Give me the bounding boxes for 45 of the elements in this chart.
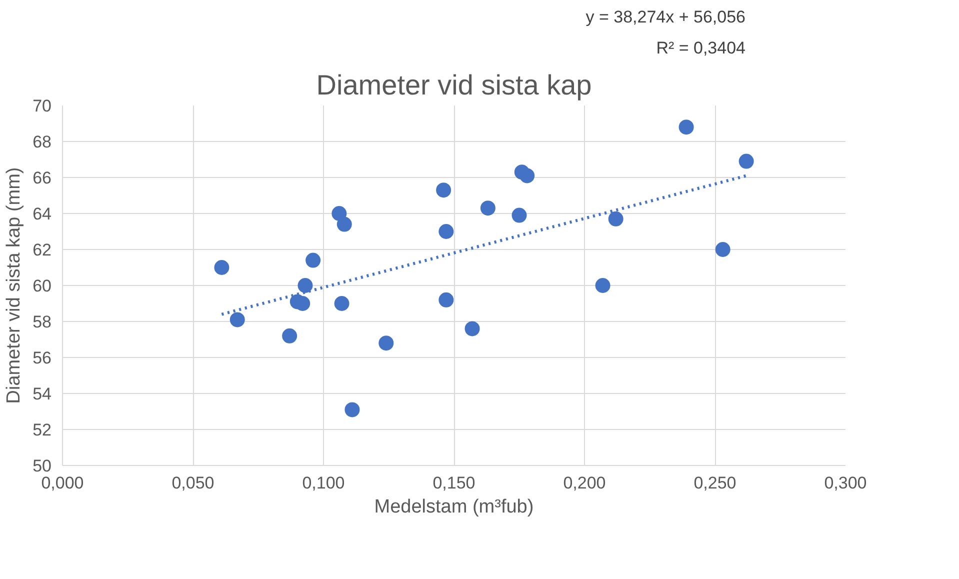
point bbox=[306, 252, 321, 268]
point bbox=[520, 168, 535, 184]
point bbox=[336, 216, 352, 232]
point bbox=[512, 208, 527, 223]
point bbox=[678, 120, 694, 135]
x-tick-label: 0,100 bbox=[302, 474, 345, 492]
point bbox=[438, 224, 454, 239]
y-tick-label: 58 bbox=[32, 312, 52, 332]
point bbox=[438, 292, 454, 308]
y-tick-label: 62 bbox=[32, 240, 52, 260]
point bbox=[715, 242, 730, 257]
y-tick-label: 54 bbox=[32, 384, 52, 404]
point bbox=[595, 278, 610, 293]
y-tick-label: 60 bbox=[32, 276, 52, 296]
x-tick-label: 0,000 bbox=[41, 474, 84, 492]
y-axis-title: Diameter vid sista kap (mm) bbox=[4, 167, 25, 404]
y-tick-label: 64 bbox=[32, 204, 52, 224]
text: y = 38,274x + 56,056 bbox=[586, 8, 746, 26]
point bbox=[738, 154, 754, 169]
point bbox=[378, 336, 394, 351]
y-tick-label: 50 bbox=[32, 456, 52, 476]
text: R² = 0,3404 bbox=[656, 38, 746, 58]
x-tick-label: 0,050 bbox=[172, 474, 214, 492]
x-tick-label: 0,200 bbox=[563, 474, 606, 492]
point bbox=[608, 211, 624, 226]
y-tick-label: 56 bbox=[32, 348, 52, 368]
chart-title: Diameter vid sista kap bbox=[316, 70, 592, 100]
x-tick-label: 0,150 bbox=[432, 474, 476, 492]
point bbox=[436, 182, 452, 198]
point bbox=[298, 278, 313, 293]
point bbox=[480, 200, 496, 216]
point bbox=[332, 206, 347, 221]
point bbox=[344, 402, 360, 418]
y-tick-label: 68 bbox=[32, 132, 52, 152]
x-axis-title: Medelstam (m³fub) bbox=[374, 496, 534, 518]
point bbox=[334, 296, 350, 311]
point bbox=[282, 328, 298, 344]
x-tick-label: 0,250 bbox=[694, 474, 736, 492]
point bbox=[214, 260, 230, 275]
x-tick-label: 0,300 bbox=[824, 474, 867, 492]
y-tick-label: 66 bbox=[32, 168, 52, 188]
y-tick-label: 52 bbox=[32, 420, 52, 440]
point bbox=[464, 321, 480, 336]
point bbox=[230, 312, 245, 328]
y-tick-label: 70 bbox=[32, 96, 52, 116]
